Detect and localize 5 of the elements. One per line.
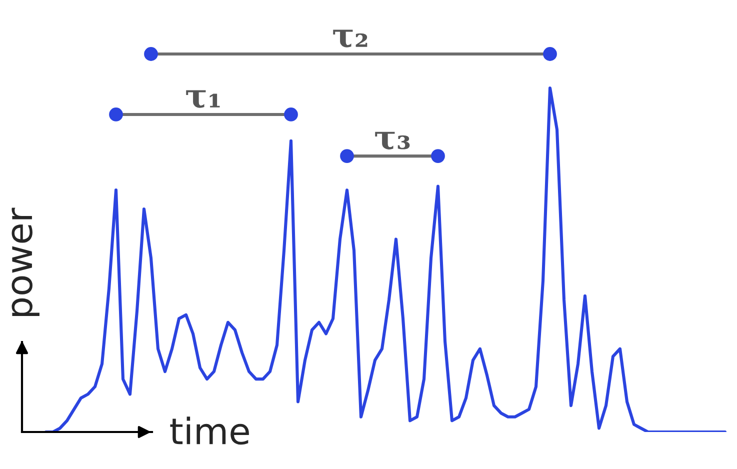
series-label: τ₃ <box>375 132 410 150</box>
x-axis-title: time <box>170 416 249 445</box>
y-axis-title: power <box>12 208 40 316</box>
series-label: τ₂ <box>333 30 368 48</box>
series-label: τ₁ <box>186 90 220 108</box>
